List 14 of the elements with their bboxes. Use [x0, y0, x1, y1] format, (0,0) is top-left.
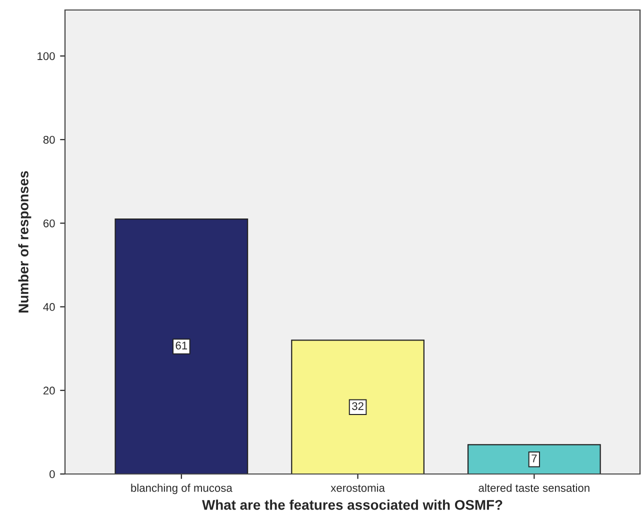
x-axis-title: What are the features associated with OSMF? — [202, 500, 502, 510]
y-tick-label: 100 — [38, 52, 55, 60]
y-tick-label: 0 — [50, 470, 55, 478]
data-label: 32 — [352, 402, 364, 410]
data-label: 61 — [176, 342, 188, 350]
y-tick-label: 80 — [43, 136, 55, 144]
x-tick-label: xerostomia — [330, 484, 385, 492]
y-axis-title: Number of responses — [18, 171, 32, 312]
y-tick-label: 40 — [43, 303, 55, 311]
x-tick-label: blanching of mucosa — [131, 484, 232, 494]
y-tick-label: 60 — [43, 219, 55, 228]
data-label: 7 — [532, 454, 537, 462]
y-tick-label: 20 — [43, 386, 55, 395]
x-tick-label: altered taste sensation — [478, 484, 590, 492]
